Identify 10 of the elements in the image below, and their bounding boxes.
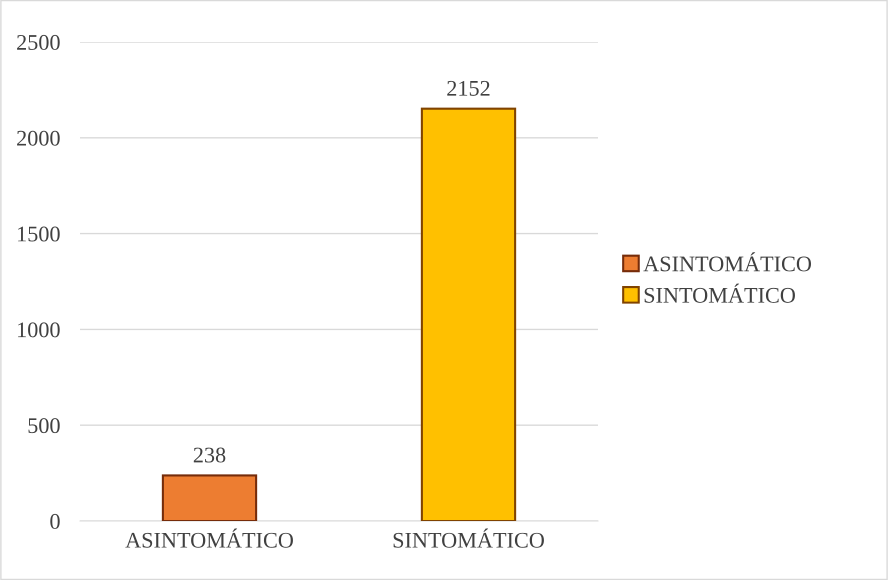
y-tick-label: 500 [28,418,60,434]
data-label: 238 [194,448,226,463]
y-tick-label: 1500 [18,226,60,242]
legend-label: ASINTOMÁTICO [643,252,812,272]
data-label: 2152 [447,80,490,96]
y-tick-label: 2500 [17,34,60,50]
legend-label: SINTOMÁTICO [644,284,795,303]
y-tick-label: 0 [50,514,60,529]
y-tick-label: 1000 [18,322,60,338]
y-tick-label: 2000 [17,130,60,146]
